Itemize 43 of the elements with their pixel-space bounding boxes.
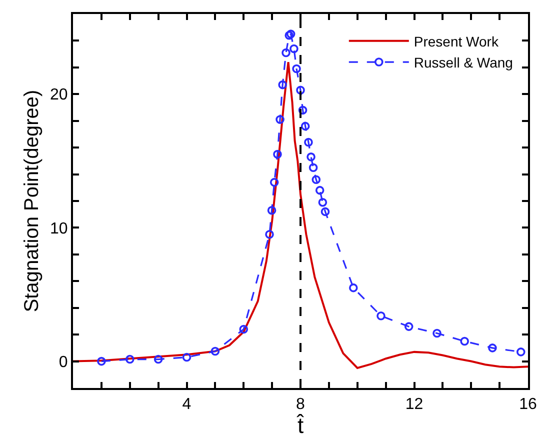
point (182, 352, 192, 362)
point (488, 344, 497, 352)
point (267, 206, 276, 215)
point (320, 207, 330, 216)
point (312, 175, 321, 184)
y-axis-title: Stagnation Point(degree) (21, 90, 44, 312)
x-tick-label: 4 (182, 396, 192, 414)
x-tick-label: 16 (519, 396, 537, 414)
point (308, 163, 318, 172)
point (278, 80, 287, 90)
point (460, 336, 469, 346)
point (210, 346, 220, 356)
point (292, 64, 301, 74)
y-tick-label: 20 (50, 86, 68, 104)
point (296, 86, 305, 95)
legend-label: Present Work (414, 33, 500, 50)
x-tick-label: 8 (296, 396, 306, 414)
point (404, 322, 414, 331)
point (304, 138, 313, 147)
point (97, 356, 106, 366)
point (282, 48, 290, 58)
point (239, 324, 248, 334)
point (154, 354, 163, 364)
point (265, 230, 274, 239)
point (318, 198, 328, 207)
point (300, 122, 310, 131)
point (290, 44, 298, 54)
y-tick-label: 0 (58, 354, 68, 371)
point (270, 178, 279, 187)
point (306, 152, 316, 162)
point (298, 106, 308, 115)
point (315, 186, 324, 195)
y-tick-label: 10 (50, 220, 68, 238)
point (432, 328, 442, 338)
point (376, 311, 386, 320)
point (276, 115, 284, 124)
point (125, 354, 134, 364)
x-tick-label: 12 (405, 396, 424, 414)
x-axis-title: t̂ (296, 413, 304, 438)
point (516, 348, 526, 356)
point (273, 150, 282, 159)
legend-label: Russell & Wang (414, 54, 513, 70)
point (348, 283, 358, 292)
